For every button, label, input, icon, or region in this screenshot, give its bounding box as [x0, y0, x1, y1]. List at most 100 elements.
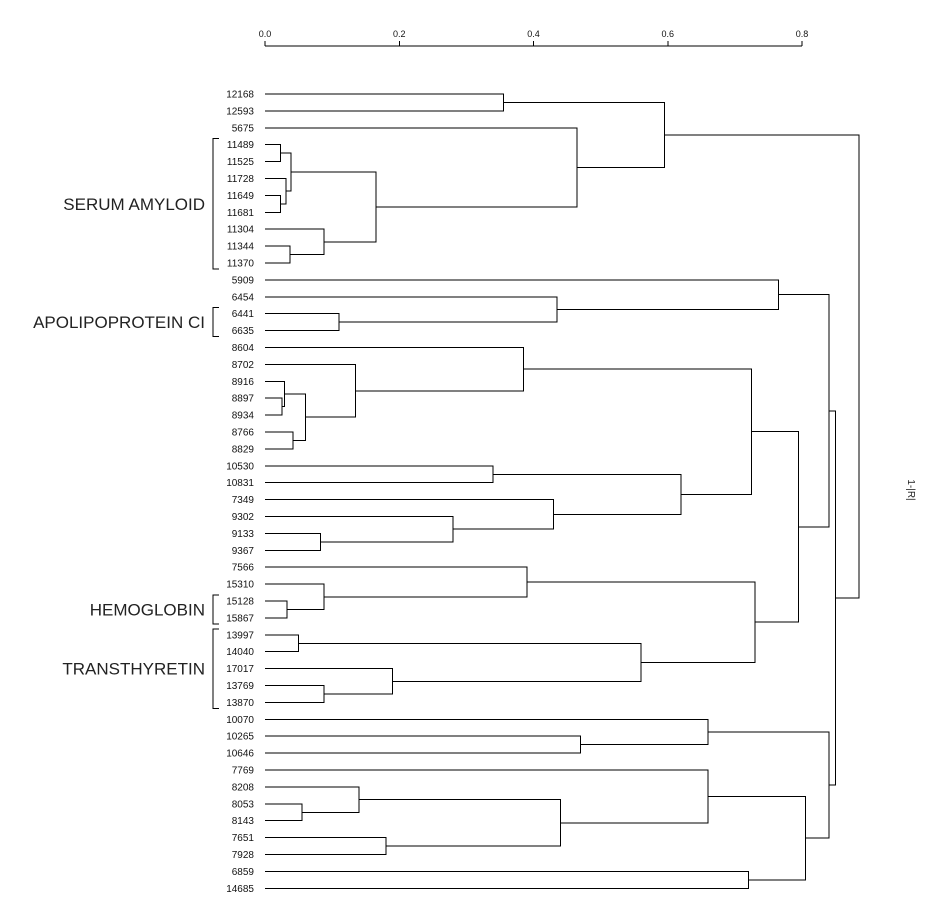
leaf-label: 11525: [227, 157, 255, 168]
dendrogram-branch: [265, 668, 394, 695]
leaf-label: 6635: [232, 326, 255, 337]
dendrogram-branch: [265, 532, 322, 551]
dendrogram-branch: [265, 127, 578, 208]
dendrogram-branch: [265, 245, 291, 264]
dendrogram-branch: [265, 93, 504, 112]
leaf-label: 10265: [226, 732, 254, 743]
leaf-label: 11728: [227, 174, 255, 185]
tick-label: 0.2: [393, 29, 406, 39]
leaf-label: 11304: [227, 225, 255, 236]
dendrogram-branch: [778, 294, 830, 528]
leaf-label: 8916: [232, 377, 255, 388]
dendrogram-branch: [265, 516, 454, 543]
leaf-label: 11681: [227, 208, 255, 219]
leaf-label: 11489: [227, 140, 255, 151]
leaf-label: 13997: [226, 630, 254, 641]
dendrogram-branch: [503, 101, 665, 168]
leaf-label: 7651: [232, 833, 255, 844]
dendrogram-branch: [265, 431, 294, 450]
dendrogram-branch: [265, 279, 780, 310]
leaf-label: 11344: [227, 242, 255, 253]
leaf-label: 6454: [232, 292, 255, 303]
dendrogram-branch: [265, 837, 387, 855]
leaf-label: 14040: [226, 647, 254, 658]
leaf-label: 8766: [232, 428, 255, 439]
dendrogram-branch: [358, 799, 561, 847]
leaf-label: 5909: [232, 275, 255, 286]
dendrogram-branch: [291, 171, 377, 243]
leaf-label: 9133: [232, 529, 255, 540]
dendrogram-branch: [708, 795, 806, 881]
group-label: HEMOGLOBIN: [90, 600, 205, 619]
dendrogram-branch: [265, 228, 325, 256]
leaf-label: 10530: [226, 461, 254, 472]
dendrogram-branch: [265, 685, 325, 703]
dendrogram-branch: [265, 296, 558, 323]
axis-title: 1-|R|: [905, 479, 916, 500]
dendrogram-branch: [708, 731, 830, 839]
group-bracket: [212, 138, 219, 270]
leaf-label: 5675: [232, 123, 255, 134]
dendrogram-branch: [265, 347, 524, 392]
leaf-label: 15128: [226, 597, 254, 608]
dendrogram-branch: [284, 393, 306, 441]
group-bracket: [212, 628, 219, 709]
leaf-label: 7566: [232, 563, 255, 574]
leaf-label: 13870: [226, 698, 254, 709]
dendrogram-branch: [298, 642, 642, 682]
leaf-label: 7769: [232, 766, 255, 777]
leaf-label: 13769: [226, 681, 254, 692]
leaf-label: 12168: [226, 90, 254, 101]
dendrogram-branch: [265, 583, 325, 610]
leaf-label: 8829: [232, 444, 255, 455]
dendrogram-branch: [265, 600, 288, 619]
group-labels: SERUM AMYLOID APOLIPOPROTEIN CI HEMOGLOBIN…: [33, 138, 219, 709]
leaf-label: 8897: [232, 394, 255, 405]
dendrogram-branches: [265, 93, 860, 889]
tick-label: 0.0: [259, 29, 272, 39]
leaf-label: 14685: [226, 884, 254, 895]
leaf-label: 7928: [232, 850, 255, 861]
leaf-label: 10070: [226, 715, 254, 726]
leaf-label: 17017: [226, 664, 254, 675]
leaf-label: 8934: [232, 411, 255, 422]
leaf-label: 10646: [226, 749, 254, 760]
dendrogram-branch: [265, 380, 285, 408]
leaf-labels: 12168 12593 5675 11489 11525 11728 11649 11681 1…: [226, 90, 254, 895]
leaf-label: 9367: [232, 546, 255, 557]
dendrogram-branch: [265, 499, 555, 530]
group-label: SERUM AMYLOID: [63, 195, 205, 214]
leaf-label: 6859: [232, 867, 255, 878]
dendrogram-branch: [265, 363, 357, 418]
dendrogram-branch: [265, 144, 281, 163]
leaf-label: 8143: [232, 816, 255, 827]
tick-label: 0.8: [796, 29, 809, 39]
dendrogram-branch: [265, 786, 360, 813]
dendrogram-branch: [664, 134, 860, 599]
dendrogram-branch: [265, 194, 281, 213]
group-bracket: [212, 594, 219, 625]
dendrogram-branch: [265, 566, 528, 598]
dendrogram-branch: [265, 870, 749, 889]
dendrogram-branch: [751, 431, 800, 623]
top-axis: 0.0 0.2 0.4 0.6 0.8: [259, 29, 809, 47]
tick-label: 0.4: [527, 29, 540, 39]
leaf-label: 12593: [226, 106, 254, 117]
dendrogram-branch: [265, 397, 283, 416]
dendrogram-branch: [265, 634, 300, 653]
leaf-label: 8604: [232, 343, 255, 354]
dendrogram-branch: [265, 735, 581, 754]
leaf-label: 7349: [232, 495, 255, 506]
leaf-label: 8208: [232, 782, 255, 793]
leaf-label: 6441: [232, 309, 255, 320]
dendrogram-branch: [265, 313, 340, 332]
leaf-label: 11649: [227, 191, 255, 202]
dendrogram-branch: [265, 718, 709, 746]
dendrogram-branch: [493, 473, 682, 515]
leaf-label: 15867: [226, 613, 254, 624]
leaf-label: 11370: [227, 259, 255, 270]
dendrogram-branch: [265, 803, 303, 822]
leaf-label: 10831: [226, 478, 254, 489]
dendrogram-branch: [828, 410, 837, 786]
